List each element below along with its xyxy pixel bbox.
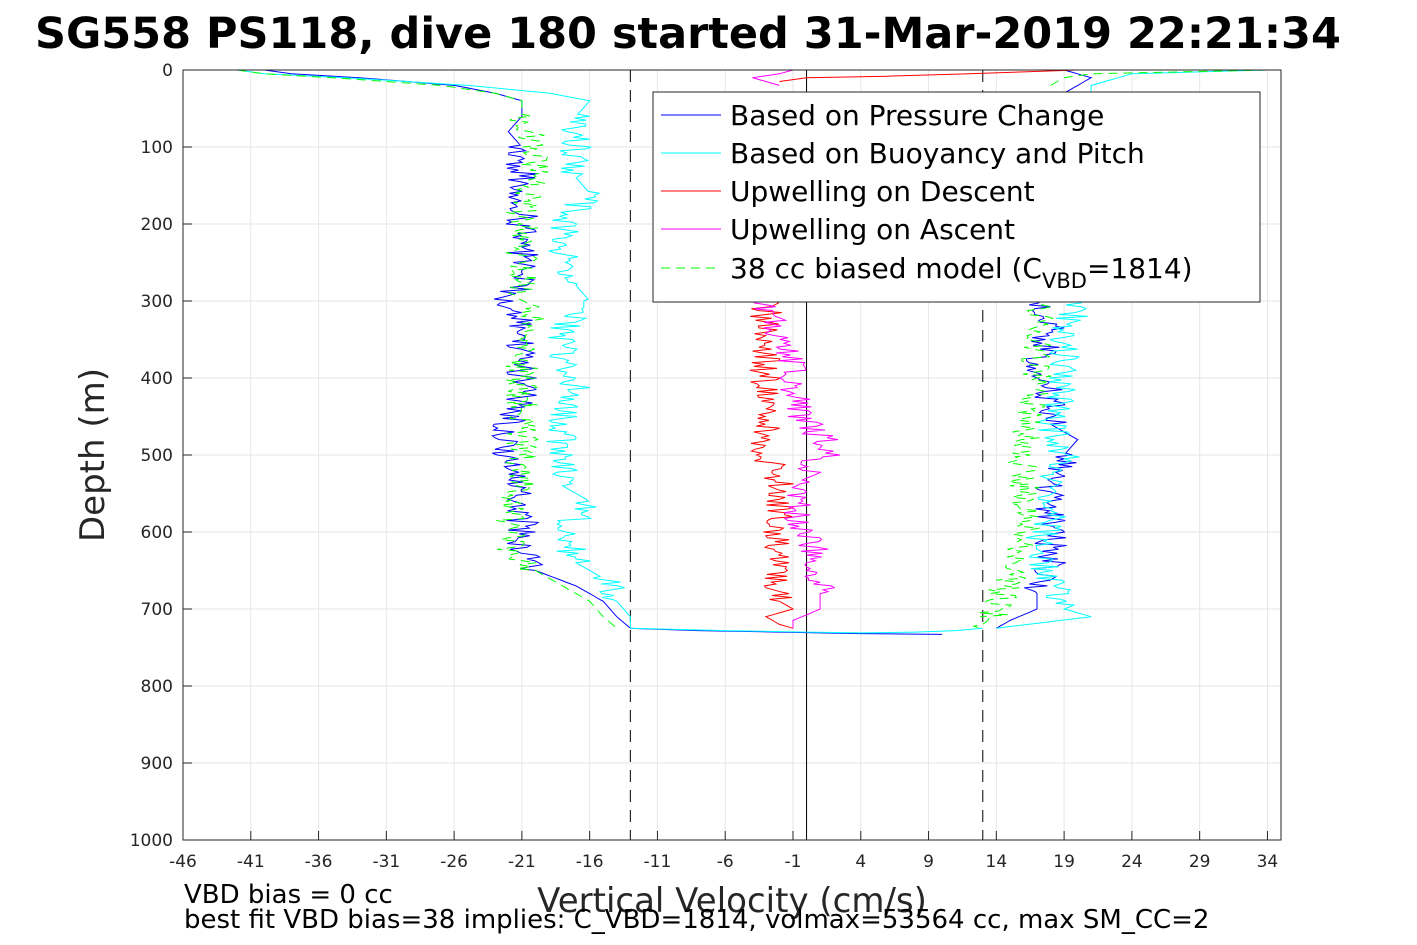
legend-box [652, 91, 1261, 303]
legend: Based on Pressure Change Based on Buoyan… [652, 91, 1261, 303]
x-tick-label: 29 [1189, 852, 1211, 872]
y-tick-label: 300 [141, 292, 173, 312]
x-axis-label: Vertical Velocity (cm/s) [537, 881, 927, 921]
y-tick-label: 800 [141, 677, 173, 697]
x-tick-label: -6 [717, 852, 734, 872]
footer-line-2: best fit VBD bias=38 implies: C_VBD=1814… [184, 905, 1209, 935]
x-tick-label: -21 [508, 852, 536, 872]
x-tick-label: 34 [1257, 852, 1279, 872]
y-tick-label: 0 [162, 61, 173, 81]
legend-label-buoyancy: Based on Buoyancy and Pitch [730, 137, 1145, 170]
legend-label-ascent: Upwelling on Ascent [730, 213, 1015, 246]
x-tick-label: -1 [785, 852, 802, 872]
legend-label-model-sub: VBD [1042, 269, 1087, 293]
y-tick-label: 700 [141, 600, 173, 620]
x-tick-label: -11 [644, 852, 672, 872]
x-tick-label: 14 [986, 852, 1008, 872]
series-based-on-buoyancy-and-pitch-line [237, 69, 631, 629]
y-tick-label: 1000 [130, 831, 173, 851]
footer-line-1: VBD bias = 0 cc [184, 880, 393, 910]
x-tick-label: 24 [1121, 852, 1143, 872]
series-upwelling-on-descent-line [749, 300, 795, 629]
y-tick-label: 600 [141, 523, 173, 543]
y-tick-label: 100 [141, 138, 173, 158]
series-turnaround-line [630, 627, 983, 634]
series-upwelling-on-descent-line [779, 69, 1078, 82]
y-tick-label: 400 [141, 369, 173, 389]
series-upwelling-on-ascent-line [753, 301, 841, 629]
series-group [237, 69, 1268, 635]
x-tick-label: -36 [305, 852, 333, 872]
legend-label-model: 38 cc biased model (CVBD=1814) [730, 252, 1193, 293]
y-axis-label: Depth (m) [73, 368, 113, 542]
y-axis-ticks: 0 100 200 300 400 500 600 700 800 900 1000 [130, 61, 192, 851]
series-38-cc-biased-model-c-vbd-1814-line [973, 69, 1268, 629]
x-tick-label: -16 [576, 852, 604, 872]
x-tick-label: -31 [372, 852, 400, 872]
x-tick-label: 4 [855, 852, 866, 872]
y-tick-label: 500 [141, 446, 173, 466]
x-axis-ticks: -46 -41 -36 -31 -26 -21 -16 -11 -6 -1 4 9 14 19 24 29 34 [169, 831, 1278, 872]
y-tick-label: 200 [141, 215, 173, 235]
series-upwelling-on-ascent-line [752, 69, 794, 86]
x-tick-label: -26 [440, 852, 468, 872]
y-tick-label: 900 [141, 754, 173, 774]
legend-label-model-main: 38 cc biased model (C [730, 252, 1042, 285]
x-tick-label: -41 [237, 852, 265, 872]
x-tick-label: 9 [923, 852, 934, 872]
legend-label-descent: Upwelling on Descent [730, 175, 1035, 208]
legend-label-model-tail: =1814) [1087, 252, 1193, 285]
chart-title: SG558 PS118, dive 180 started 31-Mar-201… [35, 9, 1341, 59]
series-based-on-pressure-change-line [264, 69, 631, 629]
legend-label-pressure: Based on Pressure Change [730, 99, 1104, 132]
x-tick-label: -46 [169, 852, 197, 872]
x-tick-label: 19 [1053, 852, 1075, 872]
series-38-cc-biased-model-c-vbd-1814-line [237, 69, 618, 629]
